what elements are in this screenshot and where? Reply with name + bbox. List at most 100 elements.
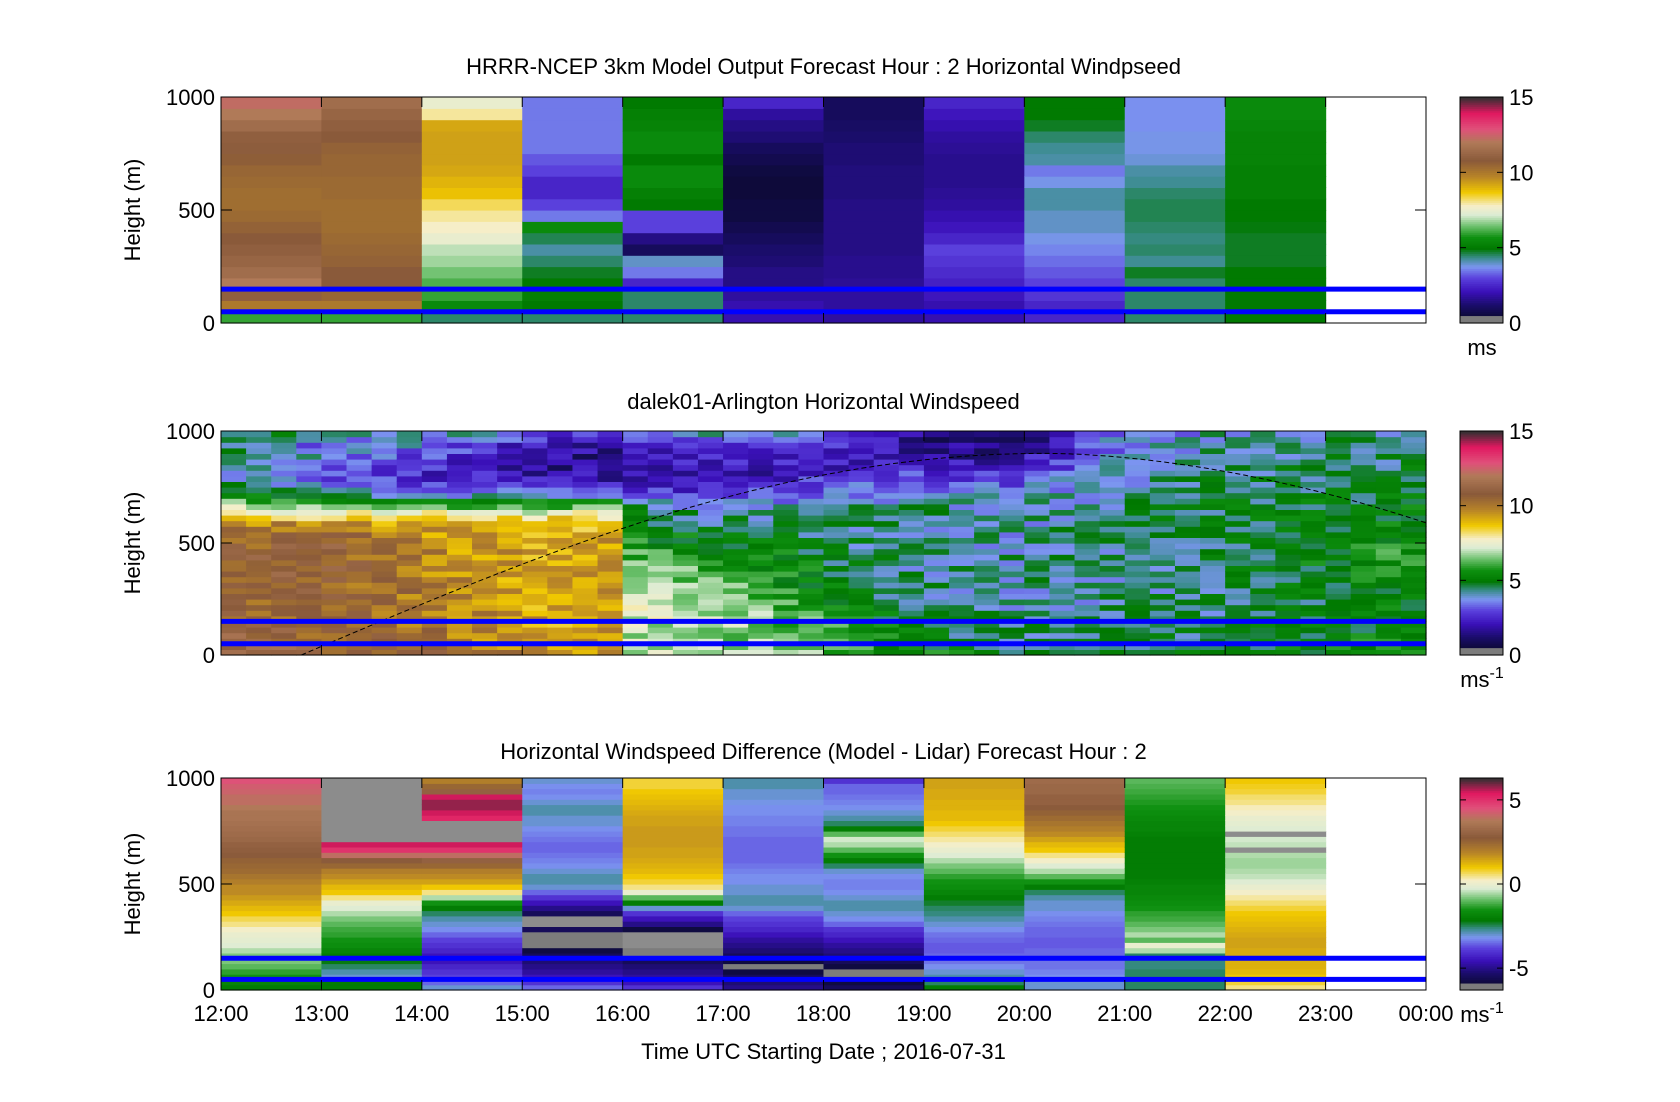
heatmap-cell [898, 571, 925, 578]
heatmap-cell [1124, 947, 1226, 954]
heatmap-cell [1400, 503, 1427, 510]
colorbar-segment [1460, 574, 1503, 578]
heatmap-cell [497, 503, 523, 510]
heatmap-cell [497, 621, 523, 628]
heatmap-cell [1149, 531, 1176, 538]
heatmap-cell [748, 453, 774, 460]
heatmap-cell [798, 576, 825, 583]
heatmap-cell [1200, 481, 1226, 488]
colorbar-segment [1460, 432, 1503, 436]
heatmap-cell [1375, 470, 1402, 477]
colorbar-segment [1460, 522, 1503, 525]
heatmap-cell [798, 599, 825, 606]
heatmap-cell [773, 627, 799, 634]
heatmap-cell [321, 436, 348, 443]
heatmap-cell [522, 232, 624, 245]
heatmap-cell [1275, 492, 1302, 499]
heatmap-cell [798, 621, 825, 628]
heatmap-cell [748, 643, 774, 650]
heatmap-cell [1024, 793, 1126, 800]
heatmap-cell [522, 221, 624, 234]
heatmap-cell [497, 515, 523, 522]
heatmap-cell [1350, 627, 1377, 634]
heatmap-cell [321, 958, 423, 965]
heatmap-cell [446, 436, 473, 443]
heatmap-cell [396, 520, 423, 527]
heatmap-cell [697, 436, 724, 443]
heatmap-cell [672, 526, 699, 533]
colorbar-segment [1460, 806, 1503, 809]
heatmap-cell [572, 565, 599, 572]
heatmap-cell [1024, 459, 1051, 466]
heatmap-cell [472, 599, 498, 606]
colorbar-segment [1460, 926, 1503, 929]
heatmap-cell [522, 543, 548, 550]
colorbar-segment [1460, 258, 1503, 262]
heatmap-cell [522, 559, 548, 566]
heatmap-cell [949, 492, 975, 499]
heatmap-cell [1099, 537, 1126, 544]
heatmap-cell [923, 825, 1025, 832]
heatmap-cell [697, 587, 724, 594]
heatmap-cell [748, 537, 774, 544]
heatmap-cell [823, 804, 925, 811]
heatmap-cell [923, 210, 1025, 222]
heatmap-cell [1024, 559, 1051, 566]
heatmap-cell [622, 979, 724, 986]
heatmap-cell [823, 277, 925, 290]
heatmap-cell [1225, 520, 1251, 527]
colorbar-segment [1460, 511, 1503, 514]
heatmap-cell [697, 621, 724, 628]
heatmap-cell [672, 492, 699, 499]
heatmap-cell [547, 599, 574, 606]
heatmap-cell [823, 910, 925, 917]
heatmap-cell [321, 108, 423, 121]
heatmap-cell [949, 610, 975, 617]
heatmap-cell [798, 503, 825, 510]
heatmap-cell [1275, 565, 1302, 572]
heatmap-cell [873, 604, 900, 611]
heatmap-cell [221, 884, 323, 890]
heatmap-cell [221, 108, 323, 121]
heatmap-cell [999, 587, 1025, 594]
heatmap-cell [622, 889, 724, 896]
heatmap-cell [1200, 447, 1226, 454]
heatmap-cell [1225, 498, 1251, 505]
heatmap-cell [1200, 593, 1226, 600]
heatmap-cell [421, 221, 523, 234]
colorbar-segment [1460, 447, 1503, 451]
colorbar-tick-label: 0 [1509, 311, 1521, 336]
heatmap-cell [472, 543, 498, 550]
heatmap-cell [321, 587, 348, 594]
heatmap-cell [497, 559, 523, 566]
heatmap-cell [898, 503, 925, 510]
heatmap-cell [723, 108, 825, 121]
heatmap-cell [1350, 576, 1377, 583]
heatmap-cell [522, 289, 624, 301]
heatmap-cell [873, 431, 900, 438]
heatmap-cell [974, 559, 1000, 566]
colorbar-segment [1460, 790, 1503, 793]
heatmap-cell [748, 627, 774, 634]
heatmap-cell [221, 820, 323, 827]
heatmap-cell [1124, 604, 1151, 611]
colorbar-segment [1460, 838, 1503, 841]
heatmap-cell [1375, 632, 1402, 639]
heatmap-cell [697, 481, 724, 488]
heatmap-cell [723, 554, 749, 561]
heatmap-cell [1300, 459, 1327, 466]
heatmap-cell [723, 593, 749, 600]
heatmap-cell [346, 621, 373, 628]
heatmap-cell [1400, 582, 1427, 589]
colorbar-segment [1460, 113, 1503, 117]
heatmap-cell [421, 846, 523, 853]
heatmap-cell [446, 559, 473, 566]
heatmap-cell [974, 447, 1000, 454]
heatmap-cell [1300, 447, 1327, 454]
heatmap-cell [446, 453, 473, 460]
heatmap-cell [873, 537, 900, 544]
colorbar-segment [1460, 975, 1503, 979]
heatmap-cell [622, 470, 649, 477]
heatmap-cell [1149, 459, 1176, 466]
heatmap-cell [421, 809, 523, 816]
